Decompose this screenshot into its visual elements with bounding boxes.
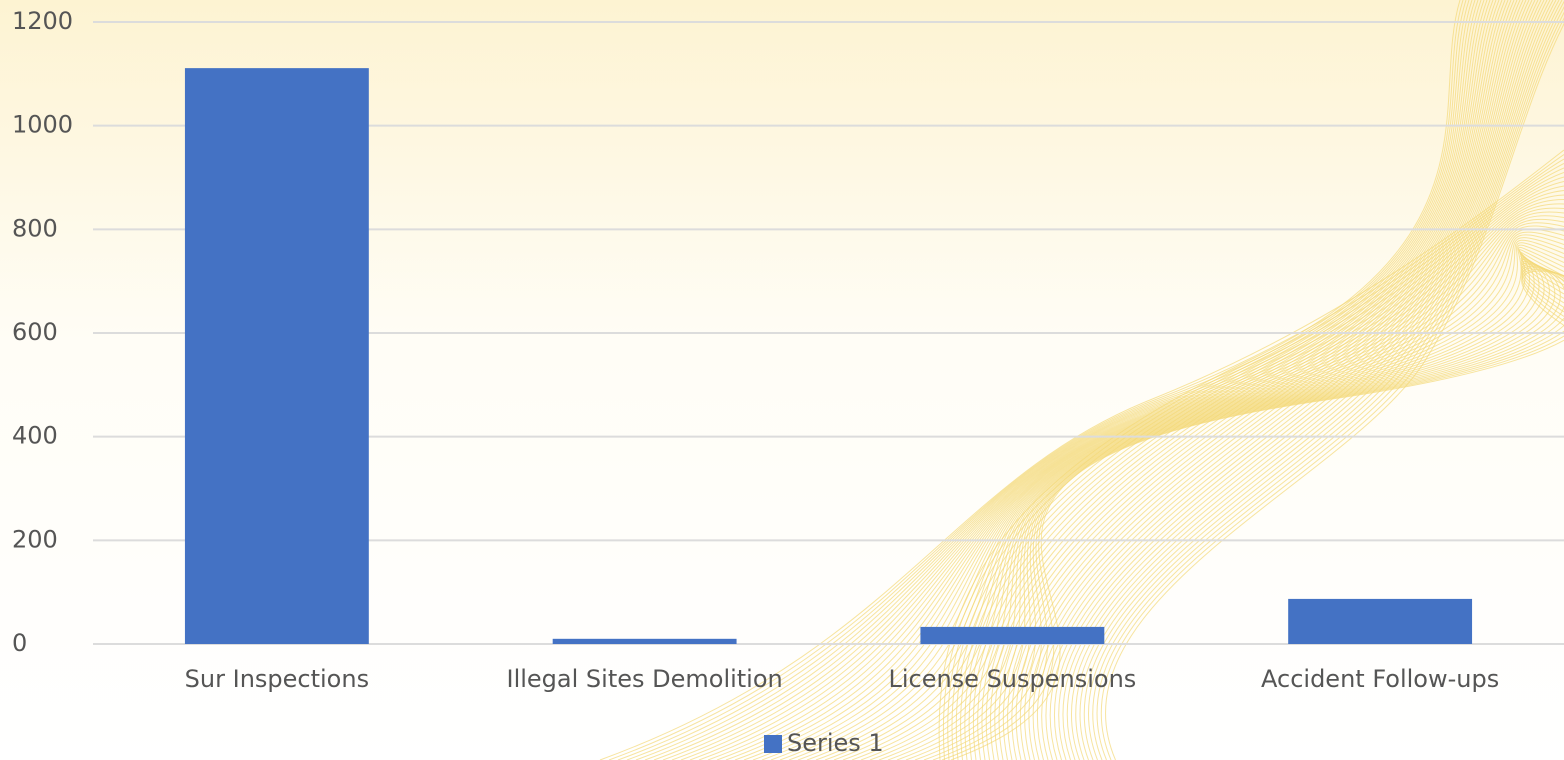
x-tick-label: License Suspensions	[888, 665, 1136, 693]
y-tick-label: 1200	[12, 7, 73, 35]
bar	[185, 68, 369, 644]
y-tick-label: 800	[12, 214, 58, 242]
bar	[1288, 599, 1472, 644]
y-tick-label: 600	[12, 318, 58, 346]
bar	[920, 627, 1104, 644]
legend-label: Series 1	[787, 729, 884, 757]
x-tick-label: Accident Follow-ups	[1261, 665, 1499, 693]
y-tick-label: 0	[12, 629, 27, 657]
chart: 0 200 400 600 800 1000 1200 Sur Inspections Ille…	[0, 0, 1564, 760]
x-tick-label: Illegal Sites Demolition	[507, 665, 783, 693]
y-tick-label: 200	[12, 525, 58, 553]
x-tick-label: Sur Inspections	[185, 665, 369, 693]
bar	[553, 639, 737, 644]
y-tick-label: 1000	[12, 111, 73, 139]
page: 0 200 400 600 800 1000 1200 Sur Inspections Ille…	[0, 0, 1564, 760]
y-tick-label: 400	[12, 422, 58, 450]
legend-swatch	[764, 735, 782, 753]
